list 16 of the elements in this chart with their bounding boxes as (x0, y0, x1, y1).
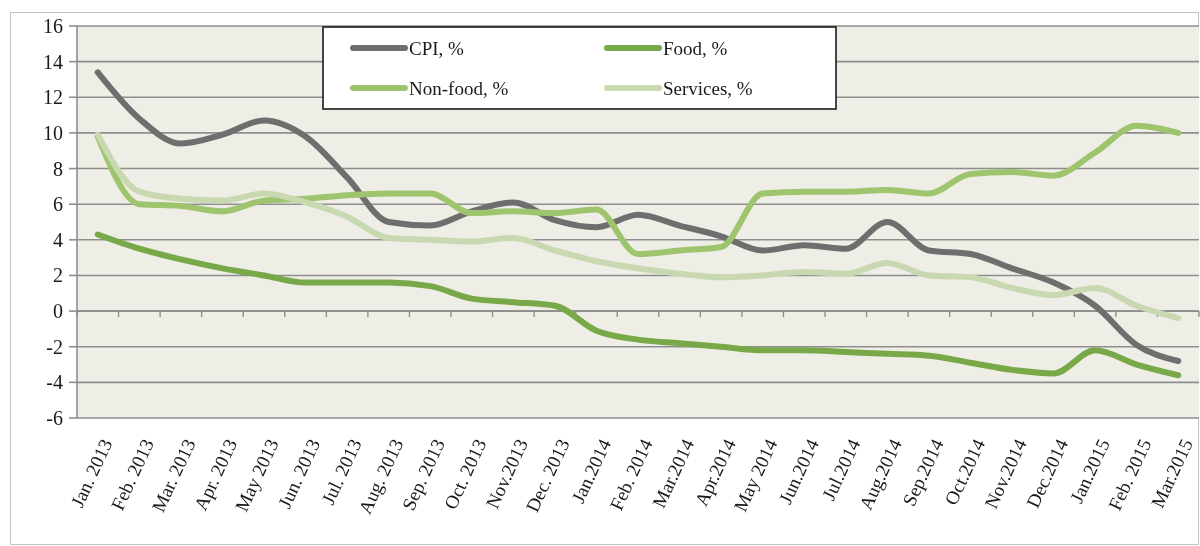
y-tick-label: 2 (53, 264, 63, 287)
legend-label: Non-food, % (409, 77, 509, 99)
legend-label: Services, % (663, 77, 753, 99)
y-tick-label: -6 (46, 407, 63, 429)
y-tick-label: 4 (53, 228, 63, 251)
legend-label: CPI, % (409, 37, 465, 59)
legend-label: Food, % (663, 37, 728, 59)
y-tick-label: -4 (46, 371, 63, 394)
y-tick-label: 16 (43, 15, 63, 37)
y-tick-label: 10 (43, 121, 63, 144)
y-tick-label: 12 (43, 86, 63, 109)
y-tick-label: 8 (53, 157, 63, 180)
y-tick-label: 0 (53, 300, 63, 323)
y-tick-label: 6 (53, 193, 63, 216)
y-tick-label: 14 (43, 50, 63, 73)
y-tick-label: -2 (46, 335, 63, 358)
